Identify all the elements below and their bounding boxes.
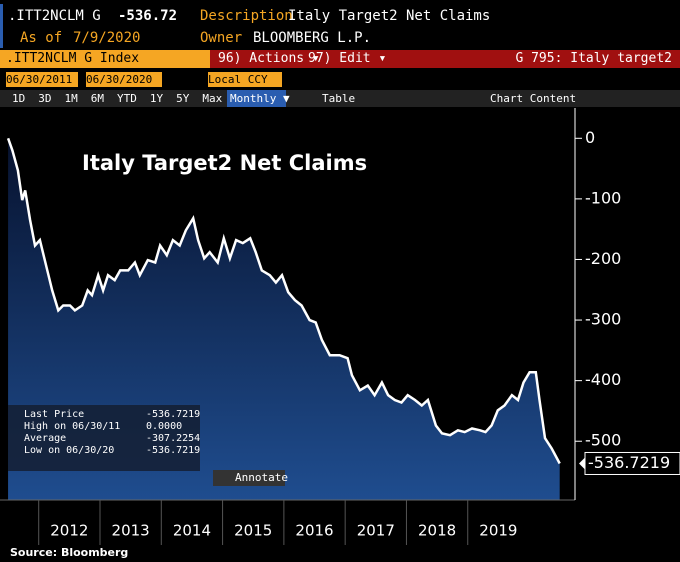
period[interactable]: 1Y — [149, 92, 164, 105]
table[interactable]: Table — [322, 92, 356, 105]
legend-label: High on 06/30/11 — [24, 421, 121, 432]
x-tick-label: 2013 — [112, 522, 150, 540]
source: Source: Bloomberg — [10, 546, 129, 559]
last-label: -536.7219 — [588, 453, 670, 472]
price: -536.72 — [118, 8, 178, 24]
y-tick-label: -100 — [585, 188, 621, 207]
legend-label: Last Price — [24, 409, 85, 420]
period[interactable]: 3D — [38, 92, 52, 105]
period-bar — [0, 90, 680, 107]
legend-row: High on 06/30/11 0.0000 — [14, 421, 200, 433]
end-date[interactable]: 06/30/2020 — [86, 72, 162, 87]
legend-value: 0.0000 — [146, 421, 183, 432]
legend-row: Average -307.2254 — [14, 433, 200, 445]
last-box — [584, 451, 680, 475]
desc: Italy Target2 Net Claims — [288, 8, 491, 24]
period[interactable]: 6M — [90, 92, 104, 105]
security[interactable]: .ITT2NCLM G Index — [0, 50, 210, 68]
y-tick-label: -300 — [585, 310, 621, 329]
desc-label: Description — [200, 8, 293, 24]
period[interactable]: 1D — [12, 92, 26, 105]
period[interactable]: 5Y — [176, 92, 190, 105]
page: G 795: Italy target2 — [515, 51, 672, 66]
owner-label: Owner — [200, 30, 243, 46]
x-tick-label: 2015 — [234, 522, 272, 540]
legend: Last Price -536.7219 High on 06/30/11 0.000… — [8, 405, 200, 471]
legend-value: -307.2254 — [146, 433, 201, 444]
legend-row: Low on 06/30/20 -536.7219 — [14, 445, 200, 457]
period[interactable]: YTD — [117, 92, 137, 105]
legend-label: Average — [24, 433, 67, 444]
legend-label: Low on 06/30/20 — [24, 445, 115, 456]
start-date[interactable]: 06/30/2011 — [6, 72, 78, 87]
actions[interactable]: 96) Actions ▾ — [218, 51, 320, 66]
edit[interactable]: 97) Edit ▾ — [308, 51, 387, 66]
ccy[interactable]: Local CCY — [208, 72, 282, 87]
annotate[interactable]: Annotate — [213, 470, 288, 486]
period[interactable]: Max — [202, 92, 223, 105]
asof: 7/9/2020 — [73, 30, 141, 46]
x-tick-label: 2012 — [50, 522, 88, 540]
chart-content[interactable]: Chart Content — [490, 92, 577, 105]
y-tick-label: -500 — [585, 431, 621, 450]
y-tick-label: -200 — [585, 249, 621, 268]
legend-value: -536.7219 — [146, 445, 201, 456]
freq[interactable]: Monthly ▼ — [227, 90, 290, 107]
x-axis-band — [0, 500, 575, 545]
periods: 1D 3D 1M 6M YTD 1Y 5Y Max — [12, 92, 235, 105]
legend-value: -536.7219 — [146, 409, 201, 420]
y-tick-label: -400 — [585, 370, 621, 389]
y-tick-label: 0 — [585, 128, 595, 147]
legend-row: Last Price -536.7219 — [14, 409, 200, 421]
period[interactable]: 1M — [64, 92, 78, 105]
ticker: .ITT2NCLM G — [8, 8, 101, 24]
x-tick-label: 2014 — [173, 522, 211, 540]
x-tick-label: 2017 — [357, 522, 395, 540]
toolbar: 96) Actions ▾ 97) Edit ▾ G 795: Italy ta… — [210, 50, 680, 68]
x-tick-label: 2016 — [295, 522, 333, 540]
owner: BLOOMBERG L.P. — [253, 30, 372, 46]
x-tick-label: 2019 — [479, 522, 517, 540]
asof-label: As of — [20, 30, 63, 46]
marker — [0, 4, 3, 48]
last-pointer — [579, 457, 585, 470]
x-tick-label: 2018 — [418, 522, 456, 540]
chart-title: Italy Target2 Net Claims — [82, 151, 367, 175]
line — [6, 137, 561, 465]
